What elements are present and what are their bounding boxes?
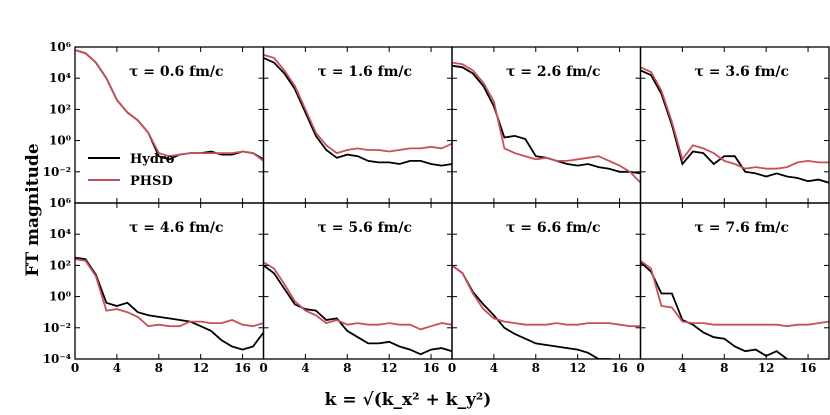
y-tick-label: 10²	[49, 102, 71, 116]
x-tick-label: 0	[636, 361, 644, 375]
x-tick-label: 8	[343, 361, 351, 375]
x-tick-label: 12	[381, 361, 398, 375]
phsd-line	[452, 264, 641, 328]
phsd-line	[452, 61, 641, 184]
x-tick-label: 16	[234, 361, 251, 375]
x-tick-label: 16	[611, 361, 628, 375]
x-axis-title-text: k = √(k_x² + k_y²)	[325, 390, 492, 410]
legend-label: PHSD	[130, 174, 173, 189]
y-tick-label: 10⁶	[49, 40, 71, 54]
hydro-line	[263, 264, 452, 356]
x-tick-label: 16	[800, 361, 817, 375]
x-tick-label: 12	[569, 361, 586, 375]
x-tick-label: 8	[720, 361, 728, 375]
y-tick-label: 10²	[49, 258, 71, 272]
hydro-line	[452, 264, 613, 359]
panel-6: 0 4 8 12 16 τ = 5.6 fm/c	[259, 202, 453, 375]
panel-title: τ = 2.6 fm/c	[506, 64, 601, 80]
x-tick-label: 4	[678, 361, 686, 375]
legend: Hydro PHSD	[88, 152, 175, 189]
panel-title: τ = 5.6 fm/c	[317, 220, 412, 236]
x-tick-label: 0	[259, 361, 267, 375]
y-tick-label: 10⁰	[49, 134, 71, 148]
panel-3: τ = 2.6 fm/c	[451, 46, 642, 204]
hydro-line	[640, 69, 829, 184]
panel-title: τ = 1.6 fm/c	[317, 64, 412, 80]
panel-4: τ = 3.6 fm/c	[639, 46, 830, 204]
phsd-line	[75, 49, 264, 162]
hydro-line	[75, 256, 264, 351]
phsd-line	[263, 53, 452, 155]
x-tick-label: 4	[113, 361, 121, 375]
y-tick-label: 10⁻²	[43, 321, 71, 335]
panel-5: 10⁻⁴ 10⁻² 10⁰ 10² 10⁴ 10⁶ 0 4 8 12 16 τ = 4.6 fm/c	[43, 196, 265, 375]
y-tick-label: 10⁻²	[43, 165, 71, 179]
phsd-line	[640, 259, 829, 328]
x-tick-label: 0	[71, 361, 79, 375]
panel-title: τ = 7.6 fm/c	[694, 220, 789, 236]
y-tick-label: 10⁴	[49, 227, 71, 241]
y-tick-label: 10⁰	[49, 290, 71, 304]
y-axis-title: FT magnitude	[23, 143, 43, 276]
panel-7: 0 4 8 12 16 τ = 6.6 fm/c	[448, 202, 642, 375]
phsd-line	[75, 258, 264, 328]
y-tick-label: 10⁻⁴	[43, 352, 71, 366]
phsd-line	[263, 261, 452, 331]
x-tick-label: 8	[532, 361, 540, 375]
x-tick-label: 12	[758, 361, 775, 375]
hydro-line	[640, 261, 791, 359]
panel-1: 10⁻² 10⁰ 10² 10⁴ 10⁶ τ = 0.6 fm/c	[43, 40, 265, 204]
phsd-line	[640, 66, 829, 170]
y-tick-label: 10⁶	[49, 196, 71, 210]
panel-frame	[639, 202, 830, 360]
panel-title: τ = 3.6 fm/c	[694, 64, 789, 80]
panel-8: 0 4 8 12 16 τ = 7.6 fm/c	[636, 202, 830, 375]
x-tick-label: 0	[448, 361, 456, 375]
panel-title: τ = 6.6 fm/c	[506, 220, 601, 236]
x-tick-label: 4	[301, 361, 309, 375]
panel-title: τ = 4.6 fm/c	[129, 220, 224, 236]
x-axis-title: k = √(k_x² + k_y²)	[325, 390, 492, 410]
x-tick-label: 16	[423, 361, 440, 375]
y-tick-label: 10⁴	[49, 71, 71, 85]
x-tick-label: 8	[155, 361, 163, 375]
hydro-line	[263, 57, 452, 167]
panels-grid: 10⁻² 10⁰ 10² 10⁴ 10⁶ τ = 0.6 fm/c τ = 1.6 fm/c…	[43, 40, 830, 375]
legend-label: Hydro	[130, 152, 175, 167]
panel-2: τ = 1.6 fm/c	[262, 46, 453, 204]
panel-title: τ = 0.6 fm/c	[129, 64, 224, 80]
x-tick-label: 4	[490, 361, 498, 375]
x-tick-label: 12	[192, 361, 209, 375]
